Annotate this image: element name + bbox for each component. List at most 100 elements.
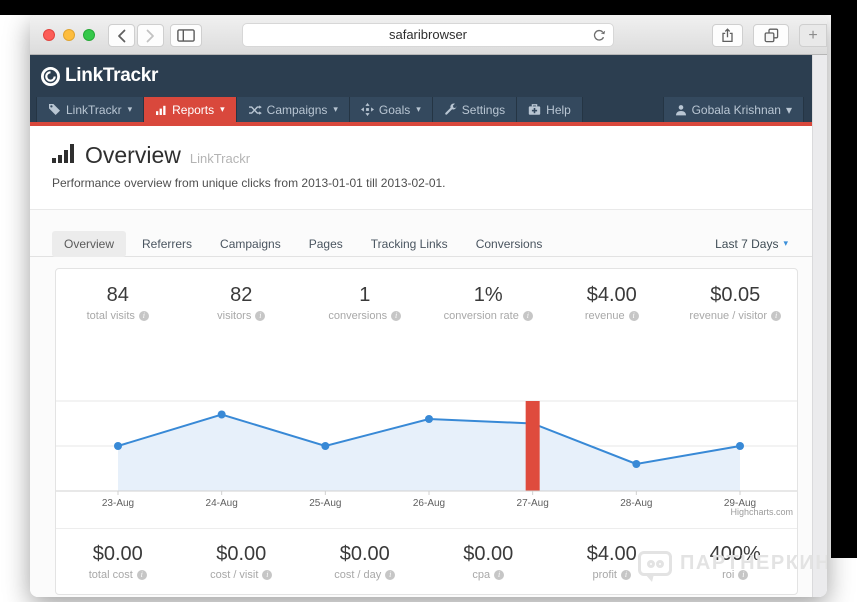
zoom-window-button[interactable] [83,29,95,41]
info-icon[interactable]: i [139,311,149,321]
overview-bars-icon [52,144,76,163]
stat-value: 400% [674,543,798,566]
overview-panel: 84 total visitsi82visitorsi1conversionsi1… [55,268,798,595]
stat-conversions: 1conversionsi [303,284,427,322]
info-icon[interactable]: i [771,311,781,321]
stat-cost-visit: $0.00cost / visiti [180,543,304,581]
page-title: Overview [85,142,181,169]
stat-value: $0.00 [56,543,180,566]
window-right-gutter [812,55,827,597]
stat-label: cpai [427,569,551,581]
date-range-label: Last 7 Days [715,237,778,251]
minimize-window-button[interactable] [63,29,75,41]
chart-container: 23-Aug24-Aug25-Aug26-Aug27-Aug28-Aug29-A… [56,370,797,520]
nav-item-goals[interactable]: Goals ▾ [350,97,433,122]
info-icon[interactable]: i [523,311,533,321]
info-icon[interactable]: i [262,570,272,580]
stat-profit: $4.00 profiti [550,543,674,581]
stat-value: 84 [56,284,180,307]
stat-label: profiti [550,569,674,581]
refresh-button[interactable] [592,28,606,42]
info-icon[interactable]: i [494,570,504,580]
nav-item-label: Help [546,103,571,117]
nav-item-reports[interactable]: Reports▾ [144,97,237,122]
tab-conversions[interactable]: Conversions [464,231,555,257]
show-tabs-button[interactable] [753,24,789,47]
nav-item-settings[interactable]: Settings [433,97,517,122]
info-icon[interactable]: i [385,570,395,580]
stat-value: $4.00 [550,284,674,307]
forward-button[interactable] [137,24,164,47]
chevron-down-icon: ▾ [416,104,421,115]
tab-tracking-links[interactable]: Tracking Links [359,231,460,257]
brand-logo[interactable]: LinkTrackr [40,65,158,87]
chevron-right-icon [145,29,156,43]
sidebar-icon [177,29,195,42]
background-right-strip [831,0,857,558]
stats-row-top: 84 total visitsi82visitorsi1conversionsi1… [56,269,797,330]
stat-total-visits: 84 total visitsi [56,284,180,322]
app-navbar: LinkTrackr [30,55,812,97]
tab-referrers[interactable]: Referrers [130,231,204,257]
info-icon[interactable]: i [137,570,147,580]
nav-item-help[interactable]: Help [517,97,583,122]
info-icon[interactable]: i [621,570,631,580]
stat-value: $4.00 [550,543,674,566]
data-point-24-Aug[interactable] [218,411,226,419]
nav-item-linktrackr[interactable]: LinkTrackr▾ [36,97,144,122]
share-button[interactable] [712,24,743,47]
linktrackr-logo-icon [40,66,61,87]
x-axis-label: 23-Aug [102,498,134,509]
stat-label: revenue / visitori [674,310,798,322]
tab-overview[interactable]: Overview [52,231,126,257]
stat-total-cost: $0.00total costi [56,543,180,581]
stat-value: $0.00 [427,543,551,566]
tab-pages[interactable]: Pages [297,231,355,257]
traffic-lights [43,29,95,41]
chevron-down-icon: ▾ [783,238,788,249]
chevron-down-icon: ▾ [220,104,225,115]
stat-value: 1% [427,284,551,307]
background-top-strip [0,0,857,15]
chevron-down-icon: ▾ [333,104,338,115]
stat-revenue-visitor: $0.05 revenue / visitori [674,284,798,322]
screenshot-root: safaribrowser [0,0,857,602]
stat-label: revenuei [550,310,674,322]
data-point-28-Aug[interactable] [632,460,640,468]
info-icon[interactable]: i [629,311,639,321]
info-icon[interactable]: i [391,311,401,321]
sidebar-toggle-button[interactable] [170,24,202,47]
back-button[interactable] [108,24,135,47]
stat-label: cost / dayi [303,569,427,581]
refresh-icon [592,29,606,43]
data-point-29-Aug[interactable] [736,442,744,450]
data-point-25-Aug[interactable] [321,442,329,450]
share-icon [720,28,735,43]
conversion-bar-27-Aug[interactable] [526,401,540,491]
page-header: Overview LinkTrackr Performance overview… [30,126,812,210]
info-icon[interactable]: i [255,311,265,321]
visits-chart[interactable]: 23-Aug24-Aug25-Aug26-Aug27-Aug28-Aug29-A… [56,370,797,520]
stat-roi: 400%roii [674,543,798,581]
close-window-button[interactable] [43,29,55,41]
data-point-23-Aug[interactable] [114,442,122,450]
stat-value: $0.05 [674,284,798,307]
user-menu[interactable]: Gobala Krishnan▾ [663,97,804,122]
info-icon[interactable]: i [738,570,748,580]
highcharts-credit[interactable]: Highcharts.com [730,507,793,517]
page-content: LinkTrackr LinkTrackr▾Reports▾Campaigns▾… [30,55,812,597]
url-field[interactable]: safaribrowser [242,23,614,47]
stat-label: conversionsi [303,310,427,322]
new-tab-button[interactable]: + [799,24,827,47]
nav-item-label: Goals [379,103,410,117]
nav-item-campaigns[interactable]: Campaigns▾ [237,97,350,122]
date-range-selector[interactable]: Last 7 Days ▾ [715,237,788,251]
x-axis-label: 28-Aug [620,498,652,509]
user-icon [675,104,687,116]
tab-campaigns[interactable]: Campaigns [208,231,293,257]
stat-label: total visitsi [56,310,180,322]
stat-cost-day: $0.00cost / dayi [303,543,427,581]
stat-visitors: 82visitorsi [180,284,304,322]
stat-value: $0.00 [180,543,304,566]
data-point-26-Aug[interactable] [425,415,433,423]
